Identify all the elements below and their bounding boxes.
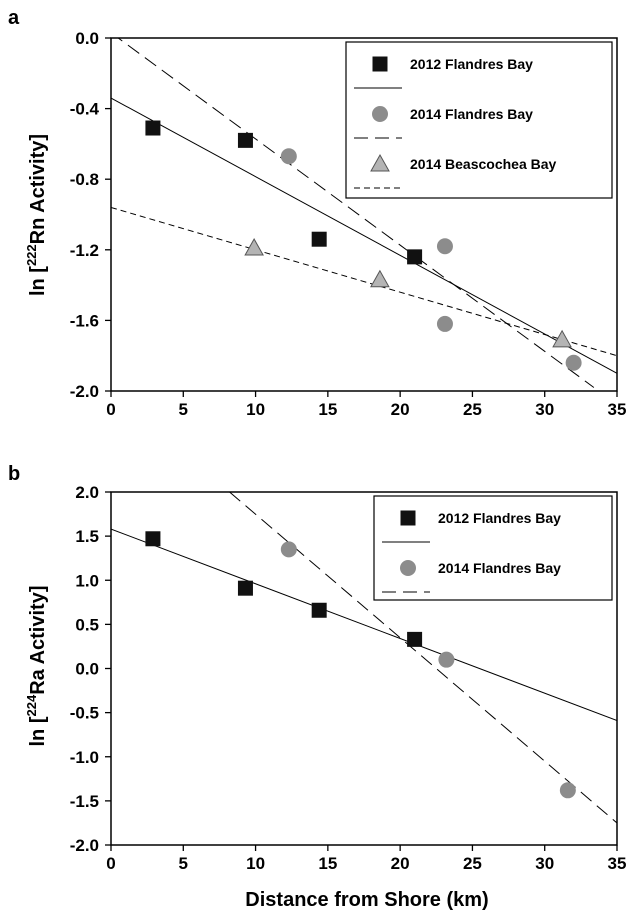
fit-line <box>117 38 595 388</box>
x-tick-label: 25 <box>463 854 482 873</box>
data-point <box>438 651 455 668</box>
x-tick-label: 20 <box>391 854 410 873</box>
legend-label: 2014 Beascochea Bay <box>410 156 557 172</box>
x-tick-label: 0 <box>106 854 115 873</box>
data-point <box>552 329 572 348</box>
x-tick-label: 15 <box>318 400 337 419</box>
y-axis-title: ln [224Ra Activity] <box>24 586 49 747</box>
x-tick-label: 10 <box>246 400 265 419</box>
legend-marker <box>372 106 388 122</box>
y-tick-label: 2.0 <box>75 483 99 502</box>
fit-line <box>111 97 617 374</box>
y-tick-label: -0.4 <box>70 100 100 119</box>
data-point <box>311 602 327 618</box>
y-tick-label: -0.5 <box>70 704 99 723</box>
x-tick-label: 35 <box>608 400 627 419</box>
data-point <box>311 231 327 247</box>
legend-label: 2014 Flandres Bay <box>438 560 561 576</box>
x-tick-label: 30 <box>535 400 554 419</box>
x-tick-label: 5 <box>179 854 188 873</box>
x-tick-label: 0 <box>106 400 115 419</box>
y-tick-label: -1.5 <box>70 792 99 811</box>
legend-marker <box>400 510 416 526</box>
legend-label: 2012 Flandres Bay <box>438 510 561 526</box>
x-tick-label: 25 <box>463 400 482 419</box>
data-point <box>559 782 576 799</box>
data-point <box>237 132 253 148</box>
panel-letter: a <box>8 7 20 29</box>
legend-box <box>345 41 613 199</box>
y-tick-label: -2.0 <box>70 836 99 855</box>
data-point <box>280 541 297 558</box>
y-tick-label: 0.0 <box>75 660 99 679</box>
y-tick-label: 1.0 <box>75 571 99 590</box>
legend-marker <box>370 153 390 172</box>
panel-b: b ln [224Ra Activity] Distance from Shor… <box>8 463 626 911</box>
y-tick-label: -2.0 <box>70 382 99 401</box>
data-point <box>565 354 582 371</box>
y-tick-label: 0.0 <box>75 29 99 48</box>
y-tick-label: -1.0 <box>70 748 99 767</box>
legend-label: 2012 Flandres Bay <box>410 56 533 72</box>
y-tick-label: -1.6 <box>70 311 99 330</box>
y-tick-label: -0.8 <box>70 170 99 189</box>
fit-line <box>111 528 617 722</box>
legend-label: 2014 Flandres Bay <box>410 106 533 122</box>
panel-a: a ln [222Rn Activity] 0 5 10 15 20 25 30 35 -2.0… <box>8 7 626 419</box>
data-point <box>407 631 423 647</box>
data-point <box>407 249 423 265</box>
y-tick-label: 1.5 <box>75 527 99 546</box>
x-tick-label: 15 <box>318 854 337 873</box>
fit-line <box>111 206 617 357</box>
data-point <box>145 531 161 547</box>
legend-marker <box>372 56 388 72</box>
y-axis-title: ln [222Rn Activity] <box>24 134 49 296</box>
data-point <box>280 148 297 165</box>
x-tick-label: 5 <box>179 400 188 419</box>
y-tick-label: 0.5 <box>75 615 99 634</box>
plot-frame <box>110 37 618 392</box>
x-axis-title: Distance from Shore (km) <box>245 889 488 911</box>
x-tick-label: 30 <box>535 854 554 873</box>
panel-letter: b <box>8 463 20 485</box>
x-tick-label: 10 <box>246 854 265 873</box>
data-point <box>436 238 453 255</box>
x-tick-label: 35 <box>608 854 627 873</box>
legend-marker <box>400 560 416 576</box>
data-point <box>244 238 264 256</box>
y-tick-label: -1.2 <box>70 241 99 260</box>
data-point <box>436 315 453 332</box>
x-tick-label: 20 <box>391 400 410 419</box>
data-point <box>145 120 161 136</box>
data-point <box>237 580 253 596</box>
data-point <box>370 269 390 288</box>
